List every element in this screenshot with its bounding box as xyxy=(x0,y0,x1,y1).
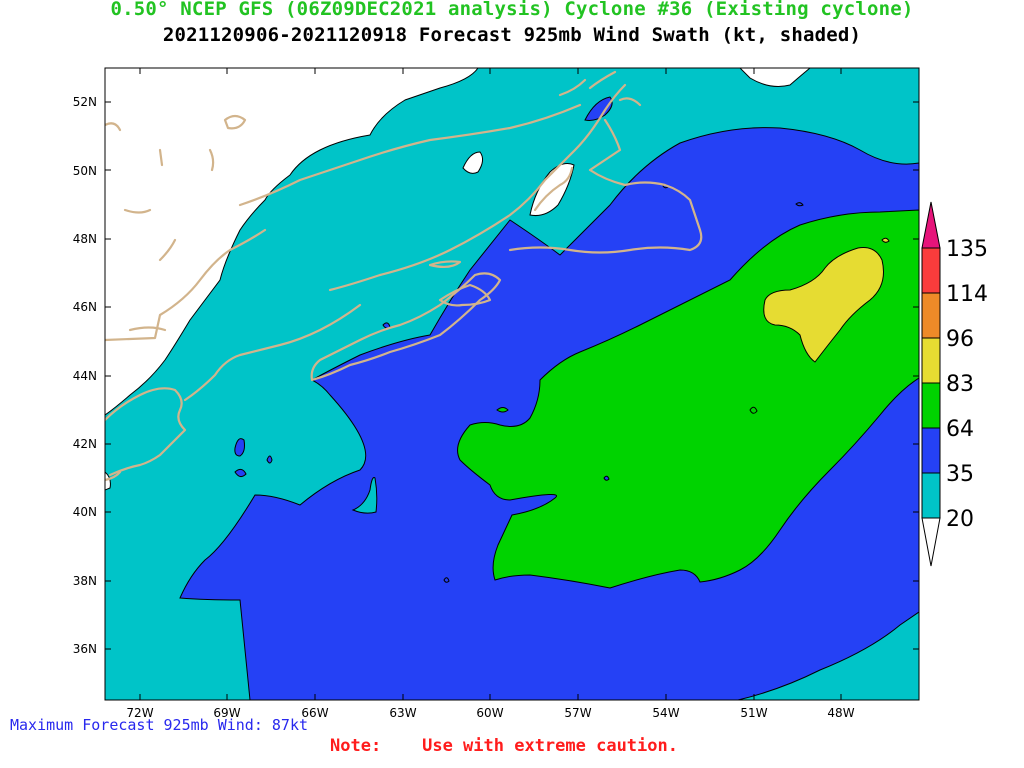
band-20-35-island-sable xyxy=(351,477,378,514)
legend-arrow-top xyxy=(921,201,941,249)
legend-arrow-bottom xyxy=(921,517,941,567)
band-83-96-speck xyxy=(881,237,890,243)
lat-label-52n: 52N xyxy=(73,95,97,109)
coastline-cape-breton xyxy=(438,283,492,307)
map-field xyxy=(105,68,919,700)
coastline-pei xyxy=(428,260,462,269)
band-35-64-blob-1 xyxy=(234,438,245,457)
band-35-64-speck-4 xyxy=(443,577,450,583)
lat-label-46n: 46N xyxy=(73,300,97,314)
lon-label-69w: 69W xyxy=(213,706,240,720)
legend-band-20-35 xyxy=(921,472,941,519)
legend-label-64: 64 xyxy=(946,417,974,442)
caution-note: Note: Use with extreme caution. xyxy=(330,736,678,756)
coastline-labrador xyxy=(558,70,642,107)
coastline-st-lawrence-north xyxy=(238,103,582,207)
coastline-nova-scotia xyxy=(310,272,502,382)
lon-label-57w: 57W xyxy=(564,706,591,720)
land-area-northwest xyxy=(105,68,479,416)
band-35-64-speck-2 xyxy=(795,202,804,207)
lat-label-40n: 40N xyxy=(73,505,97,519)
longitude-axis: 72W 69W 66W 63W 60W 57W 54W 51W 48W xyxy=(126,68,855,720)
band-83-96-core xyxy=(763,247,884,363)
color-legend: 135 114 96 83 64 35 20 xyxy=(921,201,988,567)
land-area-labrador xyxy=(739,68,811,87)
coastline-lake-champlain xyxy=(128,326,167,332)
band-20-35-southeast-edge xyxy=(737,611,919,700)
lon-label-48w: 48W xyxy=(827,706,854,720)
lon-label-54w: 54W xyxy=(652,706,679,720)
legend-band-83-96 xyxy=(921,337,941,384)
land-area-cape-cod xyxy=(105,471,111,491)
legend-label-20: 20 xyxy=(946,507,974,532)
land-area-pei xyxy=(462,151,484,174)
legend-label-35: 35 xyxy=(946,462,974,487)
legend-label-135: 135 xyxy=(946,237,988,262)
coastline-anticosti xyxy=(533,166,574,212)
latitude-axis: 52N 50N 48N 46N 44N 42N 40N 38N 36N xyxy=(73,95,919,656)
coastline-gulf-st-lawrence xyxy=(328,83,627,292)
legend-label-83: 83 xyxy=(946,372,974,397)
coastline-maine xyxy=(183,303,362,402)
lon-label-60w: 60W xyxy=(476,706,503,720)
max-wind-text: Maximum Forecast 925mb Wind: 87kt xyxy=(10,716,309,734)
legend-band-114-135 xyxy=(921,247,941,294)
lon-label-51w: 51W xyxy=(740,706,767,720)
legend-label-96: 96 xyxy=(946,327,974,352)
coastlines xyxy=(105,70,703,482)
lon-label-63w: 63W xyxy=(389,706,416,720)
band-35-64-blob-3 xyxy=(266,455,273,464)
map-frame xyxy=(104,67,920,701)
legend-band-64-83 xyxy=(921,382,941,429)
lat-label-36n: 36N xyxy=(73,642,97,656)
lat-label-38n: 38N xyxy=(73,574,97,588)
coastline-us-northeast xyxy=(105,387,187,477)
band-64-83-blob xyxy=(496,407,509,413)
lon-label-66w: 66W xyxy=(301,706,328,720)
band-64-83-speck-1 xyxy=(749,406,758,414)
coastline-quebec-lakes xyxy=(158,114,247,172)
lat-label-50n: 50N xyxy=(73,164,97,178)
legend-band-35-64 xyxy=(921,427,941,474)
lat-label-48n: 48N xyxy=(73,232,97,246)
band-35-64-speck-1 xyxy=(603,475,610,481)
band-35-64-blob-2 xyxy=(234,468,247,478)
coastline-newfoundland xyxy=(508,118,703,254)
band-35-64-blob-4 xyxy=(584,96,613,121)
lat-label-42n: 42N xyxy=(73,437,97,451)
lon-label-72w: 72W xyxy=(126,706,153,720)
title-line-2: 2021120906-2021120918 Forecast 925mb Win… xyxy=(162,24,862,46)
legend-label-114: 114 xyxy=(946,282,988,307)
legend-band-96-114 xyxy=(921,292,941,339)
lat-label-44n: 44N xyxy=(73,369,97,383)
coastline-long-island xyxy=(105,470,122,482)
title-line-1: 0.50° NCEP GFS (06Z09DEC2021 analysis) C… xyxy=(110,0,914,20)
coastline-quebec-shore xyxy=(105,122,177,262)
border-us-canada xyxy=(105,228,267,342)
